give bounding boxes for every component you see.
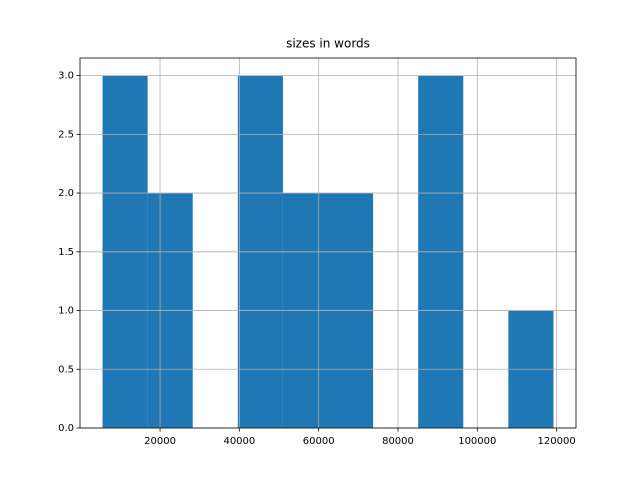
y-tick-label: 0.0 (58, 423, 74, 434)
y-tick-label: 0.5 (58, 364, 74, 375)
chart-title: sizes in words (286, 37, 370, 51)
y-tick-label: 1.5 (58, 247, 74, 258)
y-tick-label: 1.0 (58, 306, 74, 317)
y-tick-label: 3.0 (58, 71, 74, 82)
x-tick-label: 100000 (458, 436, 496, 447)
x-tick-label: 120000 (538, 436, 576, 447)
y-tick-label: 2.5 (58, 129, 74, 140)
x-tick-label: 60000 (303, 436, 335, 447)
plot-frame (79, 57, 577, 429)
x-tick-label: 80000 (382, 436, 414, 447)
x-tick-label: 20000 (144, 436, 176, 447)
x-tick-label: 40000 (223, 436, 255, 447)
y-tick-label: 2.0 (58, 188, 74, 199)
